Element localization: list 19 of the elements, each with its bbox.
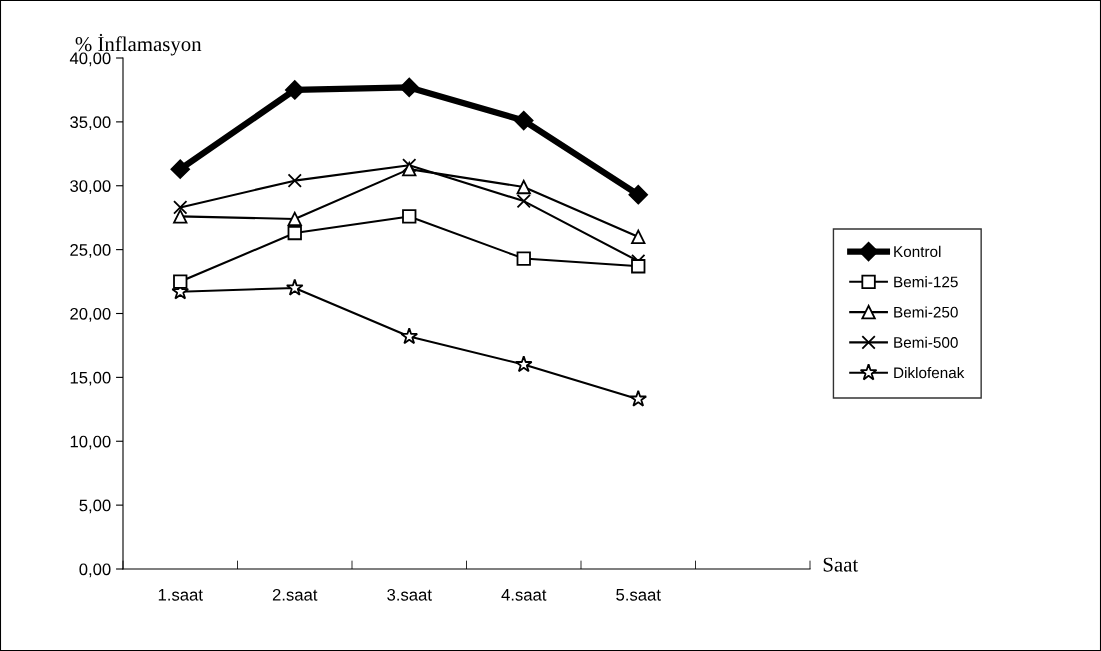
y-tick-label: 25,00 [70, 244, 111, 258]
x-tick-label: 1.saat [158, 589, 203, 601]
y-tick-label: 20,00 [70, 307, 111, 322]
y-tick-label: 30,00 [70, 180, 111, 194]
x-tick-label: 3.saat [387, 588, 432, 601]
x-axis-title: Saat [823, 557, 859, 572]
y-tick-label: 5,00 [79, 499, 111, 514]
legend-label: Bemi-125 [894, 276, 958, 288]
legend-label: Diklofenak [894, 366, 965, 379]
legend-label: Bemi-250 [894, 306, 958, 318]
y-tick-label: 15,00 [70, 371, 111, 386]
x-tick-label: 5.saat [616, 589, 661, 601]
y-tick-label: 10,00 [70, 435, 111, 450]
y-tick-label: 35,00 [70, 116, 111, 131]
legend-label: Kontrol [894, 245, 941, 258]
x-tick-label: 4.saat [501, 589, 547, 601]
y-tick-label: 0,00 [79, 563, 111, 578]
legend-label: Bemi-500 [894, 336, 958, 348]
x-tick-label: 2.saat [272, 588, 318, 601]
